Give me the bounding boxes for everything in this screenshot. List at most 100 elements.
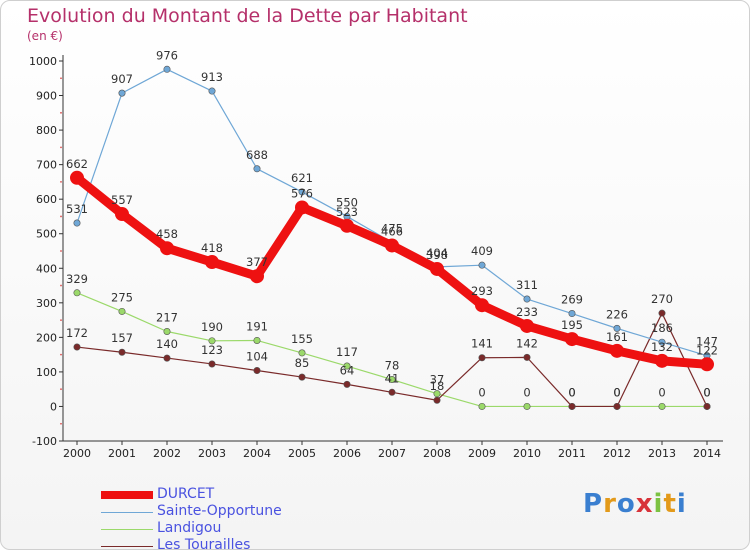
data-label: 418 — [201, 241, 223, 255]
data-label: 557 — [111, 193, 133, 207]
data-point — [523, 353, 531, 361]
data-point — [655, 353, 669, 368]
data-point — [118, 348, 126, 356]
logo-letter: i — [653, 489, 664, 519]
data-label: 0 — [658, 385, 665, 399]
data-label: 104 — [246, 350, 268, 364]
data-label: 0 — [523, 385, 530, 399]
y-tick-label: 500 — [36, 228, 57, 241]
x-tick-label: 2009 — [468, 447, 496, 460]
data-point — [700, 357, 714, 372]
data-label: 190 — [201, 320, 223, 334]
chart-title: Evolution du Montant de la Dette par Hab… — [27, 5, 468, 27]
data-point — [478, 402, 486, 410]
y-minor-tick — [60, 422, 62, 425]
legend-label-durcet: DURCET — [157, 486, 215, 502]
legend-label-les-tourailles: Les Tourailles — [157, 537, 251, 550]
y-minor-tick — [60, 146, 62, 149]
data-label: 37 — [430, 373, 445, 387]
data-point — [298, 373, 306, 381]
data-point — [250, 269, 264, 284]
data-point — [70, 170, 84, 185]
y-minor-tick — [60, 353, 62, 356]
y-minor-tick — [60, 319, 62, 321]
data-point — [208, 360, 216, 368]
legend-label-sainte-opportune: Sainte-Opportune — [157, 503, 282, 519]
y-tick-label: 200 — [36, 331, 57, 344]
y-minor-tick — [60, 111, 62, 114]
data-label: 688 — [246, 148, 268, 162]
y-tick-label: 400 — [36, 262, 57, 275]
data-label: 621 — [291, 171, 313, 185]
data-point — [118, 89, 126, 97]
data-point — [253, 336, 261, 344]
logo-letter: i — [676, 489, 687, 519]
data-label: 270 — [651, 292, 673, 306]
data-point — [568, 310, 576, 318]
data-label: 311 — [516, 278, 538, 292]
x-tick-label: 2002 — [153, 447, 181, 460]
data-point — [658, 338, 666, 346]
data-point — [163, 354, 171, 362]
data-point — [298, 349, 306, 357]
y-minor-tick — [60, 181, 62, 183]
data-point — [523, 402, 531, 410]
logo-letter: t — [663, 489, 677, 519]
data-point — [118, 307, 126, 315]
y-minor-tick — [60, 284, 62, 287]
y-tick-label: 1000 — [29, 55, 57, 68]
unit-label: (en €) — [27, 29, 63, 43]
data-point — [610, 343, 624, 358]
data-point — [163, 65, 171, 73]
data-point — [160, 241, 174, 256]
x-tick-label: 2005 — [288, 447, 316, 460]
y-tick-label: 600 — [36, 193, 57, 206]
x-tick-label: 2001 — [108, 447, 136, 460]
data-label: 475 — [381, 221, 403, 235]
y-minor-tick — [60, 388, 62, 391]
data-point — [388, 388, 396, 396]
data-label: 78 — [385, 359, 400, 373]
data-label: 132 — [651, 340, 673, 354]
proxiti-logo: Proxiti — [583, 489, 687, 519]
data-label: 976 — [156, 48, 178, 62]
data-point — [523, 295, 531, 303]
x-tick-label: 2008 — [423, 447, 451, 460]
data-label: 64 — [340, 363, 355, 377]
data-point — [613, 402, 621, 410]
legend-swatch-landigou — [101, 529, 153, 530]
data-point — [115, 207, 129, 222]
data-point — [565, 332, 579, 347]
x-tick-label: 2007 — [378, 447, 406, 460]
data-label: 329 — [66, 272, 88, 286]
data-label: 907 — [111, 72, 133, 86]
x-tick-label: 2010 — [513, 447, 541, 460]
x-tick-label: 2004 — [243, 447, 271, 460]
data-label: 458 — [156, 227, 178, 241]
y-tick-label: -100 — [32, 435, 57, 448]
data-label: 398 — [426, 248, 448, 262]
data-point — [658, 309, 666, 317]
y-tick-label: 900 — [36, 90, 57, 103]
data-point — [613, 324, 621, 332]
data-point — [343, 362, 351, 370]
data-point — [568, 402, 576, 410]
data-point — [253, 165, 261, 173]
data-point — [295, 200, 309, 215]
y-tick-label: 800 — [36, 124, 57, 137]
data-label: 140 — [156, 337, 178, 351]
x-tick-label: 2003 — [198, 447, 226, 460]
x-tick-label: 2000 — [63, 447, 91, 460]
y-minor-tick — [60, 215, 62, 218]
y-tick-label: 300 — [36, 297, 57, 310]
legend-swatch-les-tourailles — [101, 546, 153, 547]
data-label: 18 — [430, 379, 445, 393]
data-label: 41 — [385, 371, 400, 385]
data-label: 531 — [66, 202, 88, 216]
data-point — [478, 354, 486, 362]
data-point — [73, 343, 81, 351]
data-label: 195 — [561, 318, 583, 332]
data-label: 141 — [471, 337, 493, 351]
